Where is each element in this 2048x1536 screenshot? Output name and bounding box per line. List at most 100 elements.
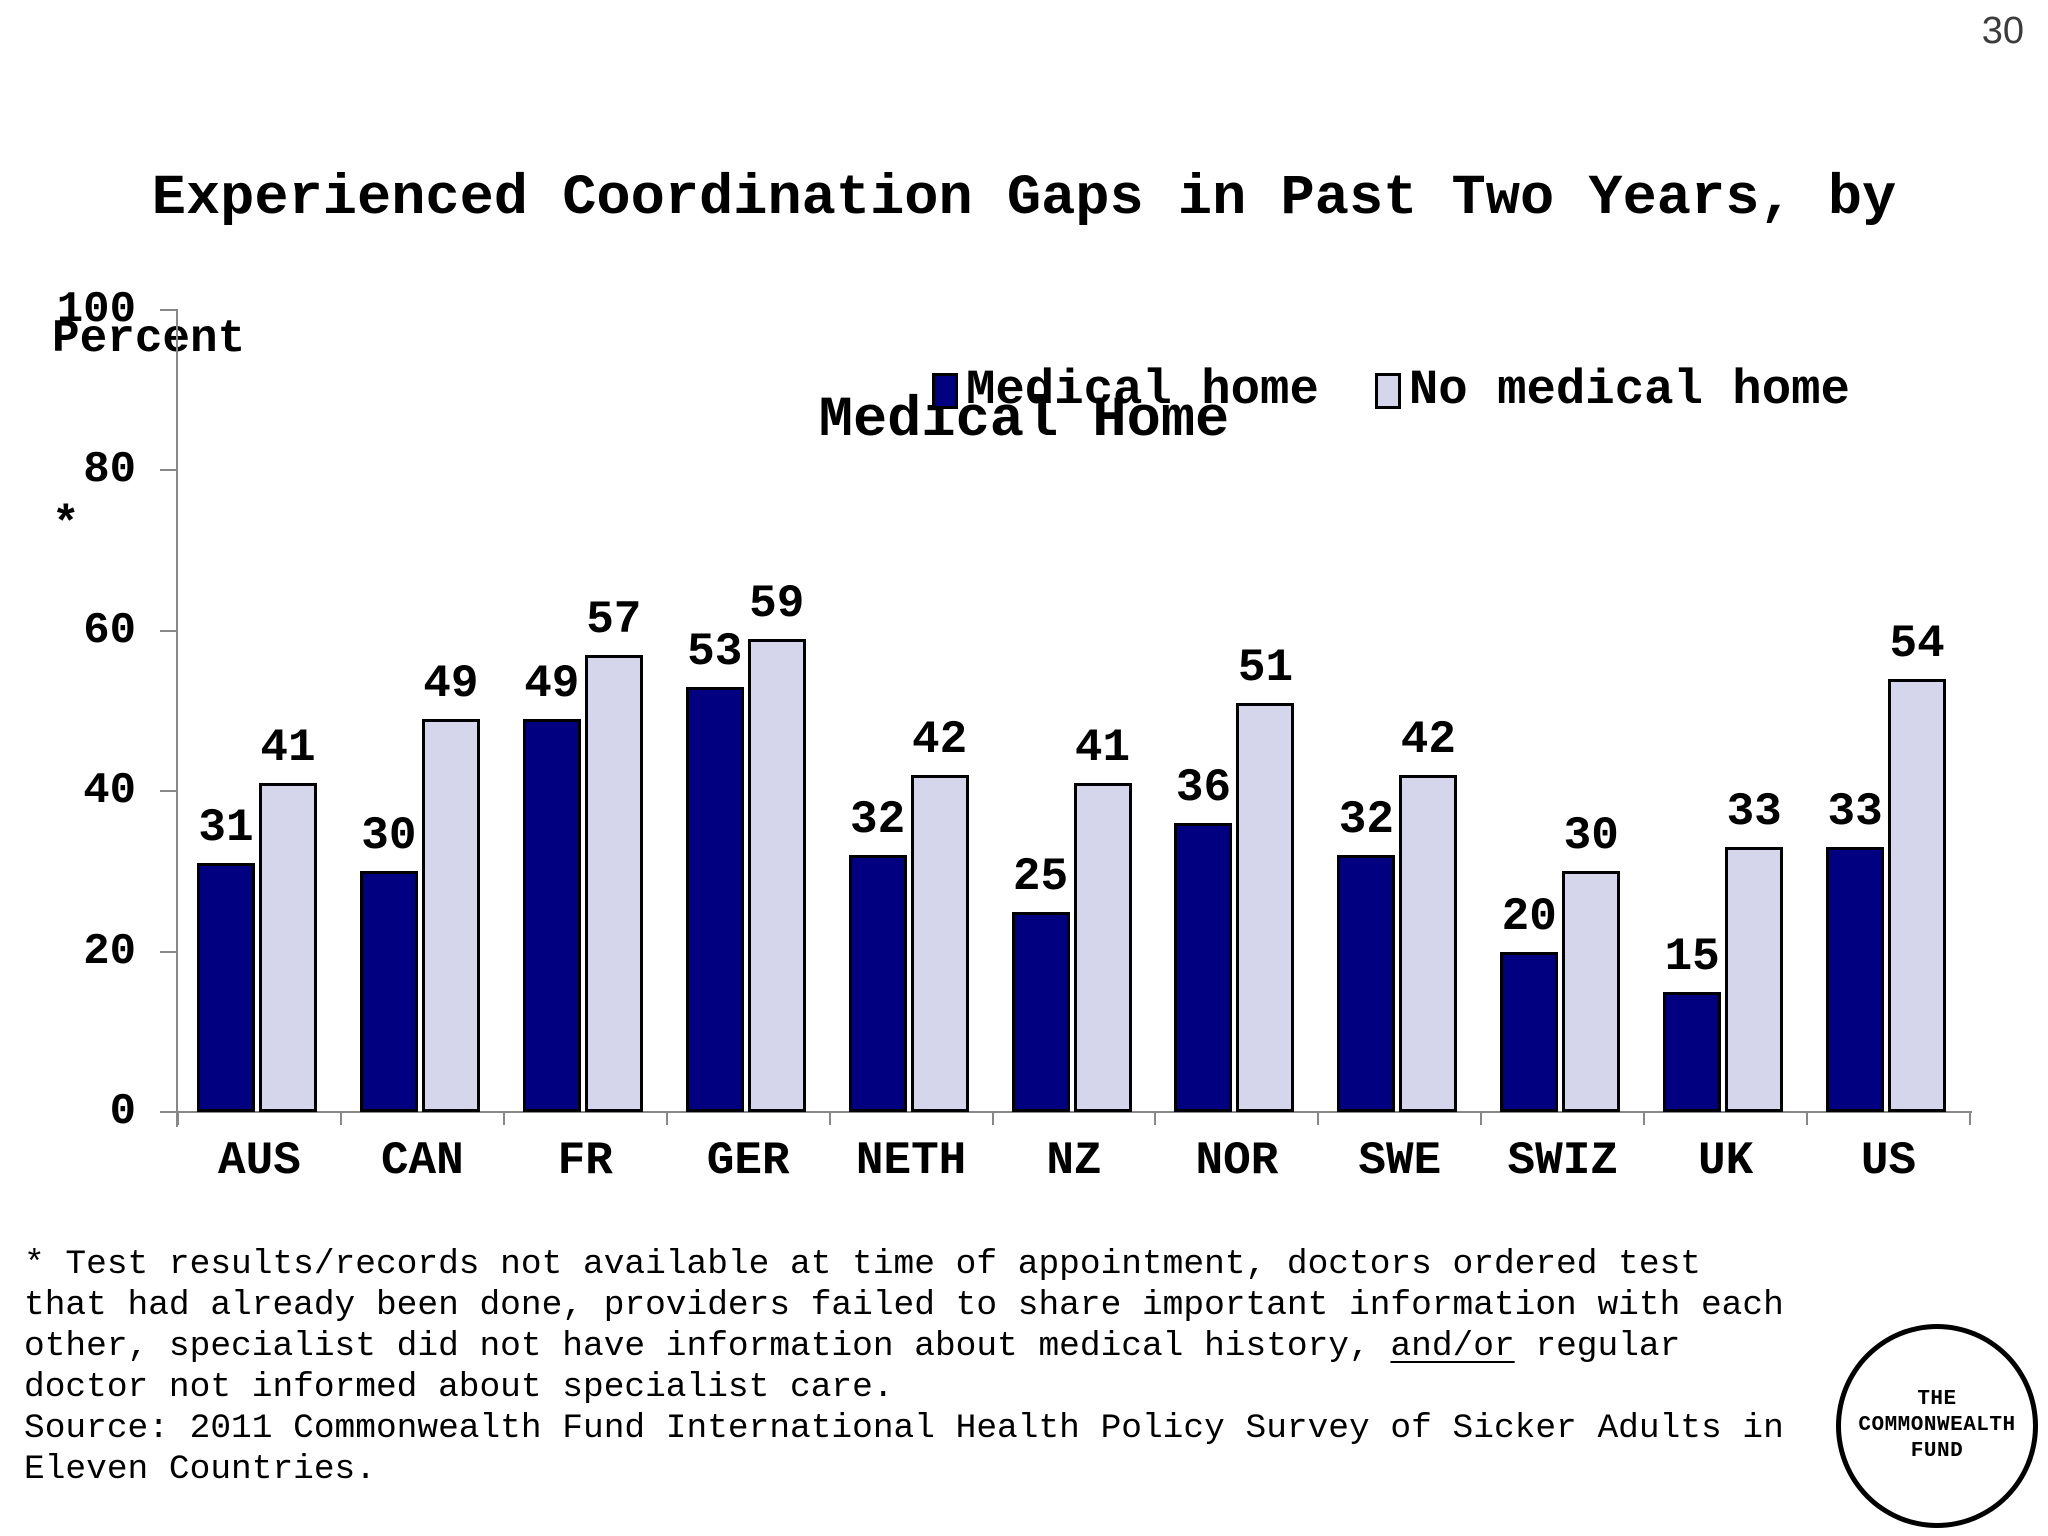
bar-us-medical-home <box>1826 847 1885 1112</box>
bar-value-label: 20 <box>1501 890 1557 943</box>
bar-value-label: 31 <box>198 802 254 855</box>
y-axis-tick <box>160 950 178 953</box>
legend-swatch-no-medical-home <box>1374 372 1401 409</box>
y-axis-tick-label: 60 <box>83 605 136 656</box>
footnote-text: that had already been done, providers fa… <box>24 1286 1784 1325</box>
bar-neth-no-medical-home <box>910 775 969 1112</box>
bar-neth-medical-home <box>848 855 907 1112</box>
footnote-text: regular <box>1514 1327 1681 1366</box>
chart-title: Experienced Coordination Gaps in Past Tw… <box>0 14 2048 606</box>
bar-value-label: 30 <box>1563 810 1619 863</box>
bar-value-label: 32 <box>850 794 906 847</box>
bar-nz-medical-home <box>1011 911 1070 1112</box>
bar-value-label: 42 <box>912 714 968 767</box>
legend-label-medical-home: Medical home <box>966 362 1319 418</box>
y-axis-tick-label: 20 <box>83 926 136 977</box>
commonwealth-fund-logo: THE COMMONWEALTH FUND <box>1836 1324 2038 1528</box>
footnote-text: Eleven Countries. <box>24 1450 376 1489</box>
x-axis-tick <box>991 1112 994 1125</box>
x-axis-tick <box>665 1112 668 1125</box>
bar-value-label: 33 <box>1827 786 1883 839</box>
legend: Medical home No medical home <box>932 366 1850 415</box>
footnote-underlined-text: and/or <box>1390 1327 1515 1366</box>
bar-value-label: 54 <box>1889 617 1945 670</box>
x-axis-label-nor: NOR <box>1195 1135 1279 1187</box>
y-axis-tick-label: 40 <box>83 766 136 817</box>
bar-swiz-medical-home <box>1500 951 1559 1112</box>
x-axis-label-neth: NETH <box>855 1135 967 1187</box>
bar-value-label: 33 <box>1726 786 1782 839</box>
bar-value-label: 41 <box>260 722 316 775</box>
footnote-text: other, specialist did not have informati… <box>24 1327 1391 1366</box>
page-number: 30 <box>1981 10 2024 52</box>
legend-item-medical-home: Medical home <box>932 366 1319 415</box>
bar-can-no-medical-home <box>421 719 480 1112</box>
y-axis-tick-label: 80 <box>83 445 136 496</box>
footnote-text: doctor not informed about specialist car… <box>24 1368 894 1407</box>
bar-us-no-medical-home <box>1888 678 1947 1112</box>
bar-aus-medical-home <box>197 863 255 1112</box>
x-axis-label-swe: SWE <box>1358 1135 1442 1187</box>
bar-value-label: 25 <box>1012 850 1069 903</box>
chart-title-line2: Medical Home <box>818 389 1230 453</box>
legend-swatch-medical-home <box>932 372 958 409</box>
x-axis-tick <box>1154 1112 1157 1125</box>
bar-fr-medical-home <box>522 719 581 1112</box>
y-axis-tick <box>160 309 178 311</box>
bar-value-label: 30 <box>361 810 417 863</box>
y-axis-tick-label: 100 <box>56 285 136 335</box>
footnote-text: Source: 2011 Commonwealth Fund Internati… <box>24 1409 1784 1448</box>
x-axis-label-can: CAN <box>380 1135 464 1187</box>
bar-nor-medical-home <box>1174 823 1233 1112</box>
footnote-line: doctor not informed about specialist car… <box>24 1367 1784 1408</box>
bar-value-label: 59 <box>749 577 805 630</box>
legend-label-no-medical-home: No medical home <box>1408 362 1850 418</box>
bar-swe-medical-home <box>1337 855 1396 1112</box>
commonwealth-fund-logo-text: THE COMMONWEALTH FUND <box>1858 1388 2016 1463</box>
bar-value-label: 57 <box>586 593 642 646</box>
x-axis-tick <box>828 1112 831 1125</box>
bar-nor-no-medical-home <box>1236 702 1295 1112</box>
bar-value-label: 53 <box>687 625 743 678</box>
bar-nz-no-medical-home <box>1073 783 1132 1112</box>
footnote-line: that had already been done, providers fa… <box>24 1285 1784 1326</box>
x-axis-label-uk: UK <box>1698 1135 1754 1187</box>
bar-value-label: 49 <box>524 658 580 711</box>
x-axis-label-us: US <box>1860 1135 1917 1187</box>
bar-value-label: 41 <box>1074 722 1131 775</box>
x-axis-tick <box>1480 1112 1483 1125</box>
bar-uk-medical-home <box>1663 991 1722 1112</box>
bar-ger-no-medical-home <box>747 638 806 1112</box>
bar-swe-no-medical-home <box>1399 775 1458 1112</box>
bar-value-label: 32 <box>1338 794 1394 847</box>
footnote-line: Eleven Countries. <box>24 1449 1784 1490</box>
bar-aus-no-medical-home <box>259 783 317 1112</box>
x-axis-label-aus: AUS <box>218 1135 301 1187</box>
bar-value-label: 49 <box>423 658 479 711</box>
footnote-line: other, specialist did not have informati… <box>24 1326 1784 1367</box>
y-axis-title-asterisk: * <box>52 499 80 551</box>
footnote-line: Source: 2011 Commonwealth Fund Internati… <box>24 1408 1784 1449</box>
bar-value-label: 36 <box>1175 762 1232 815</box>
y-axis-title: Percent * <box>52 184 245 680</box>
bar-value-label: 15 <box>1664 930 1720 983</box>
x-axis-label-ger: GER <box>706 1135 790 1187</box>
chart-title-line1: Experienced Coordination Gaps in Past Tw… <box>151 167 1897 231</box>
bar-ger-medical-home <box>685 686 744 1112</box>
bar-swiz-no-medical-home <box>1562 871 1621 1112</box>
x-axis-tick <box>1969 1112 1971 1125</box>
y-axis-title-label: Percent <box>52 313 246 365</box>
x-axis-label-nz: NZ <box>1046 1135 1102 1187</box>
legend-item-no-medical-home: No medical home <box>1374 362 1850 418</box>
bar-value-label: 51 <box>1237 641 1294 694</box>
y-axis-tick <box>160 790 178 793</box>
x-axis-tick <box>1806 1112 1809 1125</box>
x-axis-label-swiz: SWIZ <box>1507 1135 1618 1187</box>
x-axis-label-fr: FR <box>557 1135 613 1187</box>
bar-value-label: 42 <box>1400 714 1456 767</box>
y-axis-tick <box>160 629 178 632</box>
x-axis-tick <box>339 1112 342 1125</box>
x-axis-line <box>163 1111 1972 1113</box>
